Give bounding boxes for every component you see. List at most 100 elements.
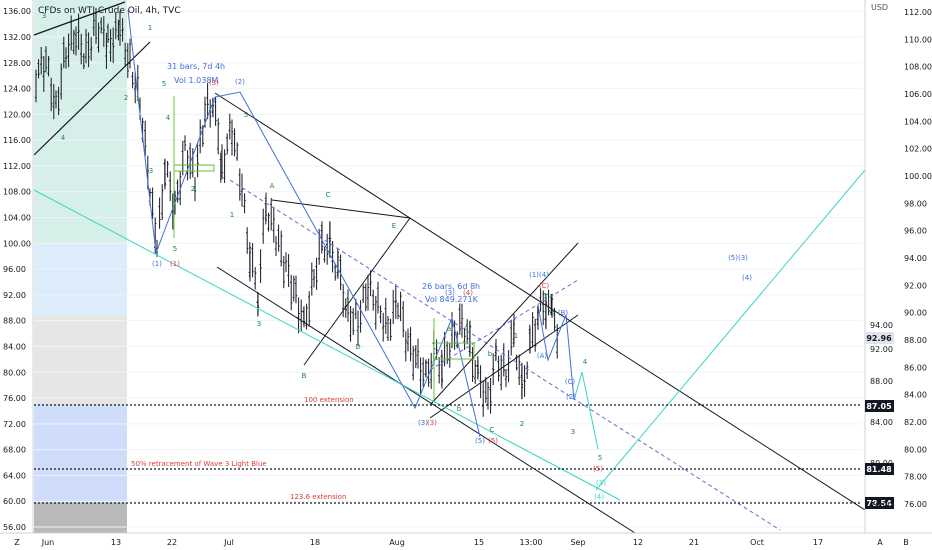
left-tick-label: 64.00 xyxy=(3,471,26,480)
level-label: 123.6 extension xyxy=(290,493,346,501)
range-box-2-volume: Vol 849.271K xyxy=(425,295,479,304)
rising-channel-bottom xyxy=(429,314,579,419)
currency-label: USD xyxy=(871,3,889,12)
price-label-box xyxy=(865,332,894,344)
green-wave-label: C xyxy=(326,191,331,199)
x-tick-label: Z xyxy=(14,538,20,547)
channel-mid-dashed xyxy=(229,179,781,531)
green-wave-label: A xyxy=(270,182,275,190)
red-wave-label: (1) xyxy=(170,260,180,268)
green-wave-label: 1 xyxy=(136,95,140,103)
right-tick-label: 98.00 xyxy=(904,199,927,208)
rising-channel-top xyxy=(429,242,579,406)
range-box-2-label: 26 bars, 6d 8h xyxy=(422,282,480,291)
right-tick-label: 110.00 xyxy=(904,35,932,44)
left-tick-label: 128.00 xyxy=(3,59,31,68)
right-tick-label: 106.00 xyxy=(904,90,932,99)
aqua-subwave-path xyxy=(573,371,599,450)
red-wave-label: (5) xyxy=(593,465,603,473)
right-tick-label: 78.00 xyxy=(904,473,927,482)
x-tick-label: 17 xyxy=(813,538,823,547)
blue-wave-label: (2) xyxy=(235,78,245,86)
right-tick-label: 84.00 xyxy=(904,391,927,400)
blue-wave-path xyxy=(127,9,481,438)
triangle-lower xyxy=(303,217,411,366)
background-zones xyxy=(34,0,127,533)
x-tick-label: 12 xyxy=(633,538,643,547)
green-wave-label: 3 xyxy=(571,428,575,436)
red-wave-label: (C) xyxy=(539,282,550,290)
mid-tick-label: 80.00 xyxy=(870,459,893,468)
grid xyxy=(34,10,862,528)
zone-lightblue xyxy=(34,243,127,315)
aqua-trendline xyxy=(33,189,621,501)
blue-wave-label: (C) xyxy=(565,378,576,386)
level-label: 100 extension xyxy=(304,396,354,404)
blue-wave-label: (3) xyxy=(445,289,455,297)
mid-tick-label: 84.00 xyxy=(870,418,893,427)
wave-labels: 31 bars, 7d 4h Vol 1.038M 26 bars, 6d 8h Vo… xyxy=(42,12,752,501)
x-tick-label: Jun xyxy=(41,538,55,547)
green-wave-label: 3 xyxy=(42,12,46,20)
mid-tick-label: 88.00 xyxy=(870,377,893,386)
channel-upper-line xyxy=(214,92,866,511)
zone-grey xyxy=(34,315,127,405)
x-tick-label: Oct xyxy=(750,538,764,547)
x-tick-label: Aug xyxy=(389,538,405,547)
range-box-1-label: 31 bars, 7d 4h xyxy=(167,62,225,71)
green-wave-label: 4 xyxy=(166,114,171,122)
green-wave-label: 2 xyxy=(520,420,524,428)
zone-darkgrey xyxy=(34,503,127,533)
green-wave-label: 5 xyxy=(598,454,602,462)
right-tick-label: 90.00 xyxy=(904,309,927,318)
chart-title: CFDs on WTI Crude Oil, 4h, TVC xyxy=(38,6,181,16)
right-tick-label: 100.00 xyxy=(904,172,932,181)
aqua-wave-label: (3) xyxy=(596,479,606,487)
right-tick-label: 88.00 xyxy=(904,336,927,345)
left-tick-label: 80.00 xyxy=(3,368,26,377)
upper-left-trendline xyxy=(33,1,126,36)
right-tick-label: 108.00 xyxy=(904,63,932,72)
x-tick-label: Sep xyxy=(570,538,585,547)
price-label: 78.54 xyxy=(866,499,892,508)
green-wave-label: 4 xyxy=(583,358,588,366)
blue-subwave-path xyxy=(537,304,575,401)
left-tick-label: 84.00 xyxy=(3,342,26,351)
left-tick-label: 104.00 xyxy=(3,214,31,223)
blue-wave-label: (2) xyxy=(566,393,576,401)
red-wave-label: (5) xyxy=(488,437,498,445)
right-tick-label: 112.00 xyxy=(904,8,932,17)
x-tick-label: A xyxy=(877,538,883,547)
zone-teal xyxy=(34,0,127,243)
green-wave-label: b xyxy=(457,405,462,413)
left-tick-label: 76.00 xyxy=(3,394,26,403)
mid-tick-label: 94.00 xyxy=(870,321,893,330)
mid-tick-label: 76.00 xyxy=(870,501,893,510)
right-tick-label: 80.00 xyxy=(904,445,927,454)
left-tick-label: 124.00 xyxy=(3,85,31,94)
price-label: 87.05 xyxy=(866,402,892,411)
range-box-2 xyxy=(433,342,475,360)
right-tick-label: 102.00 xyxy=(904,145,932,154)
blue-wave-label: (A) xyxy=(537,352,548,360)
x-tick-label: Jul xyxy=(223,538,234,547)
triangle-upper xyxy=(271,199,411,219)
blue-wave-label: (1)(4) xyxy=(529,271,549,279)
left-tick-label: 108.00 xyxy=(3,188,31,197)
price-bars xyxy=(34,7,559,417)
left-tick-label: 132.00 xyxy=(3,33,31,42)
green-wave-label: 5 xyxy=(173,245,177,253)
green-wave-label: 1 xyxy=(230,211,234,219)
left-tick-label: 88.00 xyxy=(3,317,26,326)
rising-channel-mid xyxy=(429,279,579,371)
green-wave-label: 1 xyxy=(514,332,518,340)
left-tick-label: 68.00 xyxy=(3,446,26,455)
right-tick-label: 94.00 xyxy=(904,254,927,263)
price-label: 81.48 xyxy=(866,465,892,474)
red-wave-label: (3) xyxy=(427,419,437,427)
price-label-box xyxy=(865,400,894,412)
green-wave-label: C xyxy=(490,426,495,434)
green-wave-label: E xyxy=(392,222,396,230)
x-tick-label: 13 xyxy=(111,538,121,547)
